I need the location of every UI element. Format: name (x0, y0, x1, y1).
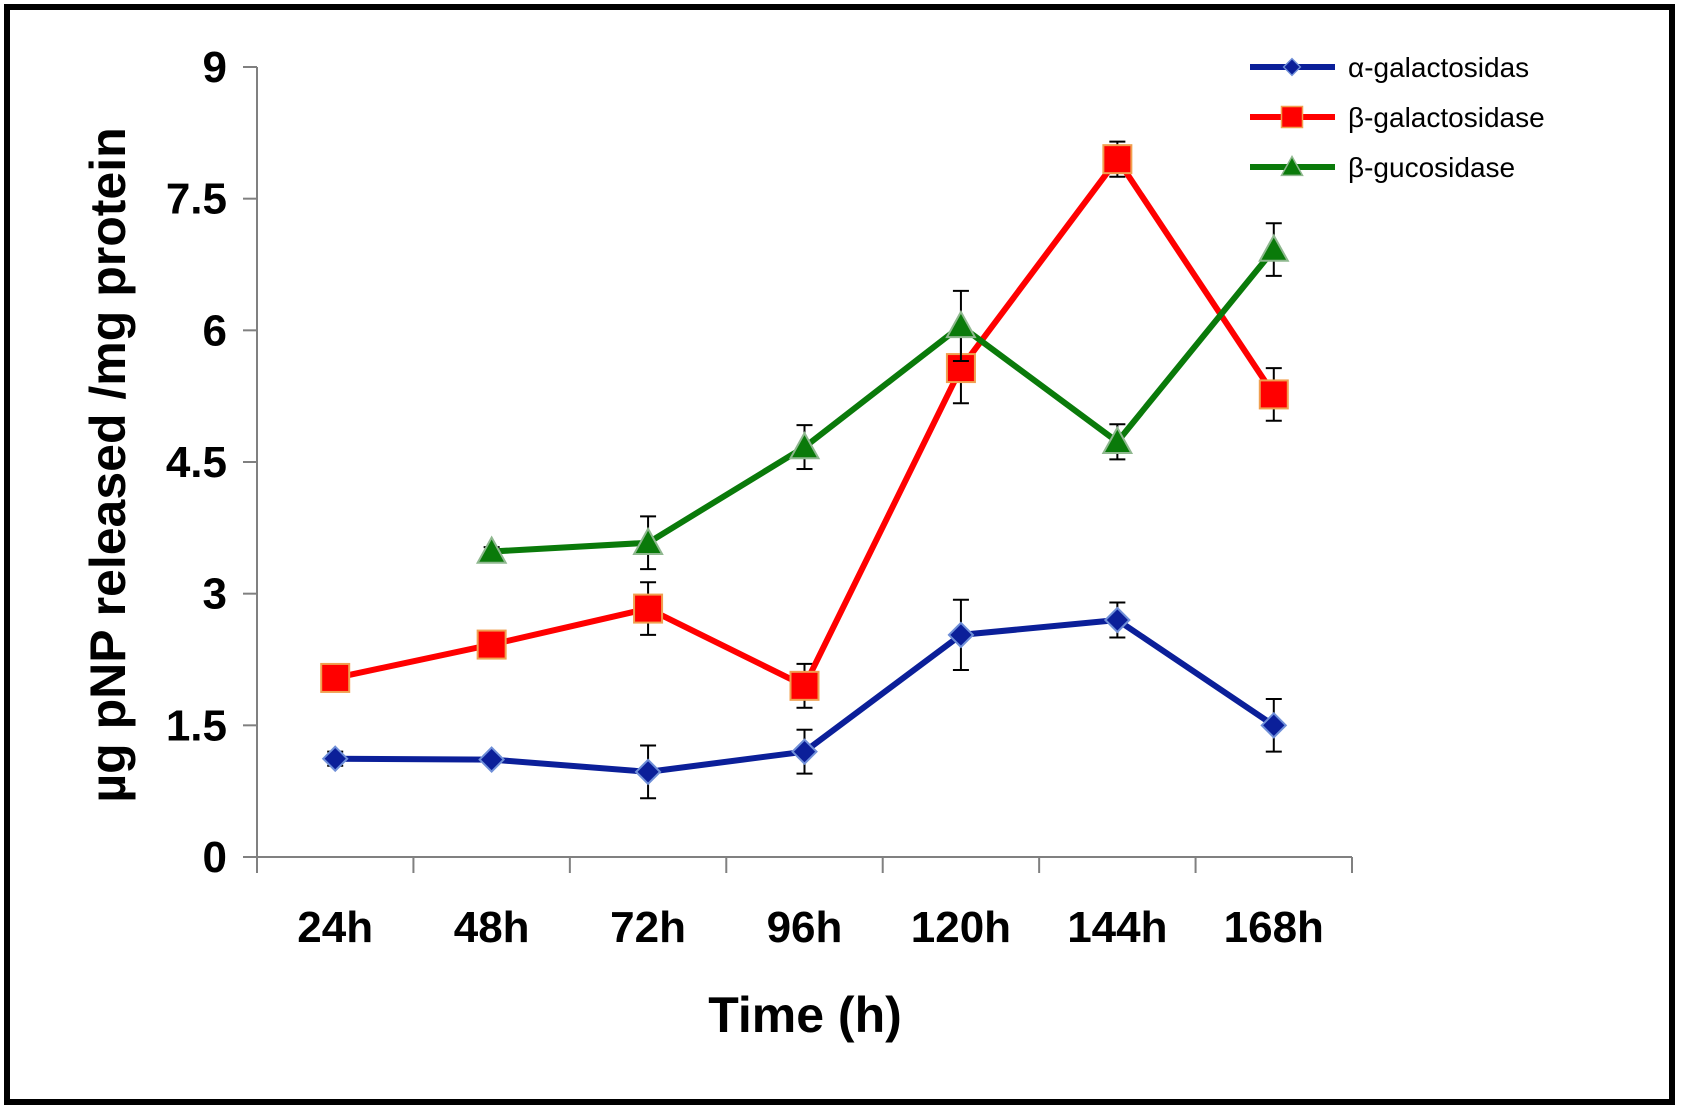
y-axis: 0 1.5 3 4.5 6 7.5 9 (166, 43, 258, 882)
x-axis-title: Time (h) (708, 987, 902, 1043)
chart-frame (4, 4, 1675, 1105)
y-tick-label: 4.5 (166, 438, 227, 487)
y-tick-label: 6 (203, 306, 227, 355)
series-line (491, 247, 1277, 555)
series-diamond (321, 598, 1288, 800)
series-square (320, 140, 1289, 709)
y-axis-title: µg pNP released /mg protein (80, 127, 136, 802)
x-tick-label: 24h (297, 903, 373, 952)
data-point (791, 738, 818, 766)
legend-marker (1280, 154, 1304, 177)
data-point (945, 309, 977, 339)
data-point (1258, 233, 1290, 262)
legend-label: β-galactosidase (1348, 102, 1545, 133)
legend-item: α-galactosidas (1250, 52, 1529, 83)
data-point (947, 621, 975, 649)
y-tick-label: 0 (203, 833, 227, 882)
data-point (632, 526, 664, 555)
data-point (788, 431, 821, 460)
data-point (475, 535, 508, 564)
legend: α-galactosidas β-galactosidase β-gucosidas… (1250, 52, 1545, 183)
legend-item: β-gucosidase (1250, 152, 1515, 183)
legend-marker-shape (1280, 105, 1304, 129)
data-point (1258, 379, 1289, 410)
data-point (1260, 711, 1288, 739)
legend-marker-shape (1280, 154, 1304, 177)
data-point (1102, 144, 1133, 175)
legend-marker (1282, 57, 1302, 77)
legend-item: β-galactosidase (1250, 102, 1545, 133)
y-tick-label: 3 (203, 570, 227, 619)
y-tick-label: 7.5 (166, 175, 227, 224)
y-tick-label: 1.5 (166, 701, 227, 750)
x-tick-label: 168h (1224, 903, 1324, 952)
y-tick-label: 9 (203, 43, 227, 92)
data-point (1103, 606, 1131, 634)
legend-marker-shape (1282, 57, 1302, 77)
data-point (633, 593, 664, 624)
x-tick-label: 144h (1067, 903, 1167, 952)
x-axis: 24h 48h 72h 96h 120h 144h 168h (256, 856, 1353, 952)
legend-marker (1280, 105, 1304, 129)
x-tick-label: 96h (767, 903, 843, 952)
data-point (476, 629, 507, 660)
x-tick-label: 72h (610, 903, 686, 952)
data-point (321, 745, 349, 773)
data-point (634, 758, 662, 786)
data-point (478, 746, 506, 773)
legend-label: α-galactosidas (1348, 52, 1529, 83)
data-point (320, 662, 351, 693)
x-tick-label: 120h (911, 903, 1011, 952)
series-triangle (475, 222, 1290, 571)
x-tick-label: 48h (454, 903, 530, 952)
data-point (1101, 425, 1134, 455)
legend-label: β-gucosidase (1348, 152, 1515, 183)
series-layer (320, 140, 1290, 800)
data-point (789, 670, 820, 701)
